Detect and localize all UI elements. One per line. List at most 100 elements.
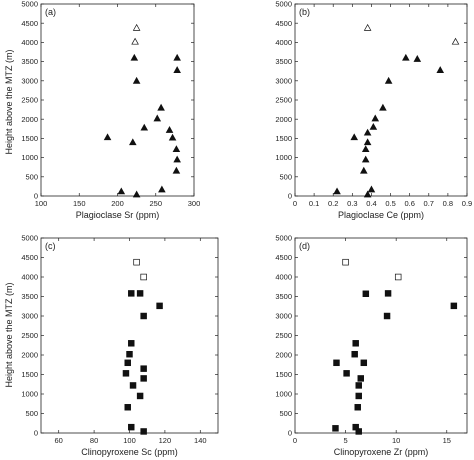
y-tick-label: 3500 xyxy=(275,57,292,66)
y-tick-label: 5000 xyxy=(21,234,38,243)
x-tick-label: 250 xyxy=(149,199,162,208)
y-tick-label: 5000 xyxy=(275,234,292,243)
shared-ylabel-bottom: Height above the MTZ (m) xyxy=(4,282,14,387)
data-point xyxy=(383,312,391,320)
data-point xyxy=(140,428,147,435)
data-point xyxy=(363,190,372,198)
y-tick-label: 2000 xyxy=(275,351,292,360)
data-point xyxy=(352,340,359,347)
data-point xyxy=(173,53,181,61)
y-tick-label: 500 xyxy=(279,409,292,418)
y-tick-label: 5000 xyxy=(275,0,292,9)
panel-label: (d) xyxy=(299,241,310,251)
y-tick-label: 500 xyxy=(25,409,38,418)
data-point xyxy=(436,66,445,73)
panel-label: (b) xyxy=(299,7,310,17)
data-point xyxy=(360,359,368,367)
panel-1: 0 500 1000 1500 2000 2500 3000 3500 4000 4500 5000… xyxy=(21,0,200,220)
data-point xyxy=(369,122,378,130)
data-point-open xyxy=(342,258,349,266)
x-axis-label: Clinopyroxene Zr (ppm) xyxy=(334,447,429,457)
x-tick-label: 0 xyxy=(293,436,297,445)
data-point xyxy=(156,302,163,310)
data-point xyxy=(103,133,112,141)
data-point xyxy=(354,404,361,411)
y-tick-label: 1500 xyxy=(21,134,38,143)
plot-frame xyxy=(40,3,195,197)
y-tick-label: 2500 xyxy=(275,96,292,105)
data-point xyxy=(173,155,181,163)
y-tick-label: 3000 xyxy=(275,76,292,85)
plot-frame xyxy=(294,237,468,434)
x-tick-label: 140 xyxy=(194,436,207,445)
data-point-open xyxy=(140,273,147,281)
panel-4: 0 500 1000 1500 2000 2500 3000 3500 4000 4500 5000… xyxy=(275,234,468,457)
x-tick-label: 200 xyxy=(111,199,124,208)
data-point xyxy=(129,138,137,146)
panels-group: 0500100015002000250030003500400045005000… xyxy=(21,0,472,457)
data-point xyxy=(450,302,458,310)
data-point xyxy=(140,123,149,131)
data-point xyxy=(357,375,364,382)
data-point xyxy=(126,350,133,358)
y-tick-label: 3500 xyxy=(275,292,292,301)
shared-ylabel-top: Height above the MTZ (m) xyxy=(4,49,14,154)
y-tick-label: 4000 xyxy=(21,38,38,47)
data-point xyxy=(333,187,341,195)
x-tick-label: 100 xyxy=(123,436,136,445)
y-tick-label: 0 xyxy=(34,192,38,201)
x-tick-label: 60 xyxy=(55,436,63,445)
data-point xyxy=(128,340,135,347)
data-point xyxy=(332,425,339,432)
data-point xyxy=(132,76,141,84)
y-tick-label: 4000 xyxy=(275,38,292,47)
y-tick-label: 3500 xyxy=(21,57,38,66)
y-tick-label: 1000 xyxy=(21,153,38,162)
y-tick-label: 2000 xyxy=(275,115,292,124)
data-point xyxy=(165,126,174,133)
data-point xyxy=(371,114,380,122)
data-point-open xyxy=(394,273,402,281)
data-point xyxy=(350,133,359,141)
data-point xyxy=(128,290,135,297)
x-axis-label: Plagioclase Ce (ppm) xyxy=(338,210,424,220)
x-tick-label: 150 xyxy=(73,199,86,208)
data-point xyxy=(153,114,162,122)
data-point xyxy=(140,312,147,320)
data-point xyxy=(124,404,131,411)
data-point xyxy=(124,359,131,367)
data-point xyxy=(402,53,410,61)
x-axis-label: Plagioclase Sr (ppm) xyxy=(76,210,160,220)
y-tick-label: 4500 xyxy=(21,253,38,262)
x-tick-label: 0.6 xyxy=(404,199,414,208)
data-point xyxy=(136,392,144,400)
data-point xyxy=(129,382,137,389)
x-tick-label: 0.4 xyxy=(366,199,376,208)
data-point xyxy=(140,365,147,372)
plot-frame xyxy=(294,3,468,197)
data-point xyxy=(384,76,393,84)
data-point-open xyxy=(132,23,141,31)
y-tick-label: 0 xyxy=(288,192,292,201)
data-point xyxy=(168,133,177,141)
data-point xyxy=(158,185,166,193)
x-tick-label: 10 xyxy=(392,436,400,445)
x-tick-label: 5 xyxy=(344,436,348,445)
data-point xyxy=(343,370,350,377)
data-point xyxy=(360,166,368,174)
x-tick-label: 0.7 xyxy=(424,199,434,208)
y-tick-label: 4500 xyxy=(21,19,38,28)
x-tick-label: 15 xyxy=(443,436,451,445)
y-tick-label: 3000 xyxy=(275,312,292,321)
y-tick-label: 1000 xyxy=(275,390,292,399)
data-point xyxy=(117,187,126,195)
data-point xyxy=(172,145,181,153)
x-tick-label: 0.5 xyxy=(385,199,395,208)
data-point xyxy=(361,145,370,153)
data-point xyxy=(355,428,362,435)
y-tick-label: 4500 xyxy=(275,253,292,262)
y-tick-label: 4500 xyxy=(275,19,292,28)
y-tick-label: 2500 xyxy=(21,331,38,340)
x-tick-label: 0 xyxy=(293,199,297,208)
